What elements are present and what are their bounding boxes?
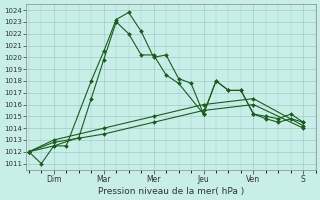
X-axis label: Pression niveau de la mer( hPa ): Pression niveau de la mer( hPa ) (98, 187, 244, 196)
